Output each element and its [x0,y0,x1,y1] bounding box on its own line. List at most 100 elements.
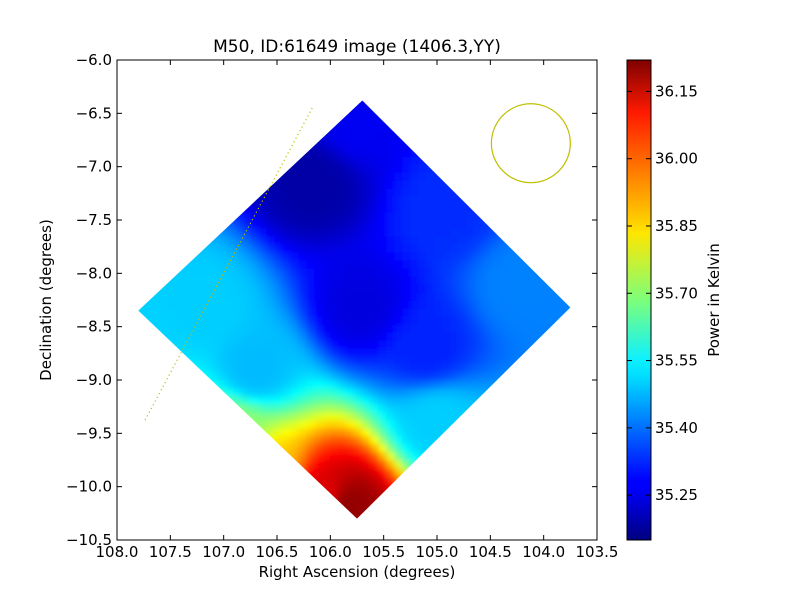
heat-cell [458,196,467,206]
heat-cell [210,236,219,246]
heat-cell [266,364,275,374]
heat-cell [218,228,227,238]
heat-cell [458,292,467,302]
heat-cell [250,308,259,318]
heat-cell [218,300,227,310]
heat-cell [466,228,475,238]
heat-cell [394,316,403,326]
heat-cell [354,212,363,222]
heat-cell [370,228,379,238]
heat-cell [386,292,395,302]
heat-cell [394,308,403,318]
heat-cell [410,204,419,214]
heat-cell [354,332,363,342]
heat-cell [370,220,379,230]
heat-cell [450,404,459,414]
heat-cell [434,188,443,198]
heat-cell [282,292,291,302]
heat-cell [338,492,347,502]
heat-cell [282,324,291,334]
colorbar-tick-label: 36.00 [655,150,698,168]
heat-cell [354,324,363,334]
heat-cell [186,260,195,270]
heat-cell [426,212,435,222]
heat-cell [282,444,291,454]
heat-cell [426,276,435,286]
heat-cell [370,284,379,294]
y-tick-label: −9.0 [76,371,112,389]
colorbar [626,59,652,541]
heat-cell [378,300,387,310]
heat-cell [514,332,523,342]
heat-cell [354,236,363,246]
heat-cell [186,300,195,310]
heat-cell [458,372,467,382]
heat-cell [290,292,299,302]
heat-cell [538,284,547,294]
heat-cell [458,404,467,414]
heat-cell [346,452,355,462]
heat-cell [298,196,307,206]
heat-cell [322,300,331,310]
heat-cell [330,444,339,454]
heat-cell [234,316,243,326]
heat-cell [346,316,355,326]
heat-cell [298,420,307,430]
heat-cell [298,292,307,302]
heat-cell [434,428,443,438]
heat-cell [458,284,467,294]
heat-cell [426,300,435,310]
heat-cell [234,372,243,382]
heat-cell [218,364,227,374]
heat-cell [290,308,299,318]
heat-cell [466,268,475,278]
heat-cell [418,196,427,206]
heat-cell [226,252,235,262]
heat-cell [386,356,395,366]
heat-cell [346,476,355,486]
heat-cell [322,372,331,382]
heat-cell [362,132,371,142]
heat-cell [482,340,491,350]
y-tick-label: −7.0 [76,158,112,176]
heat-cell [266,356,275,366]
heat-cell [306,204,315,214]
heat-cell [194,332,203,342]
heat-cell [362,140,371,150]
heat-cell [394,428,403,438]
heat-cell [402,396,411,406]
heat-cell [402,212,411,222]
heat-cell [442,324,451,334]
heat-cell [266,372,275,382]
heat-cell [282,396,291,406]
heat-cell [354,316,363,326]
heat-cell [330,340,339,350]
heat-cell [362,460,371,470]
heat-cell [282,188,291,198]
heat-cell [442,388,451,398]
heat-cell [234,364,243,374]
heat-cell [402,228,411,238]
heat-cell [370,108,379,118]
heat-cell [258,396,267,406]
y-axis: −6.0 −6.5 −7.0 −7.5 −8.0 −8.5 −9.0 −9.5 −10.0 −10… [66,51,597,549]
heat-cell [202,260,211,270]
heat-cell [386,300,395,310]
heat-cell [314,396,323,406]
heat-cell [306,212,315,222]
heat-cell [154,308,163,318]
heat-cell [242,284,251,294]
heat-cell [338,380,347,390]
heat-cell [338,412,347,422]
heat-cell [250,292,259,302]
heat-cell [410,284,419,294]
heat-cell [482,292,491,302]
heat-cell [330,412,339,422]
heat-cell [402,332,411,342]
heat-cell [338,300,347,310]
heat-cell [442,356,451,366]
heat-cell [306,372,315,382]
heat-cell [346,340,355,350]
heat-cell [490,324,499,334]
heat-cell [346,436,355,446]
